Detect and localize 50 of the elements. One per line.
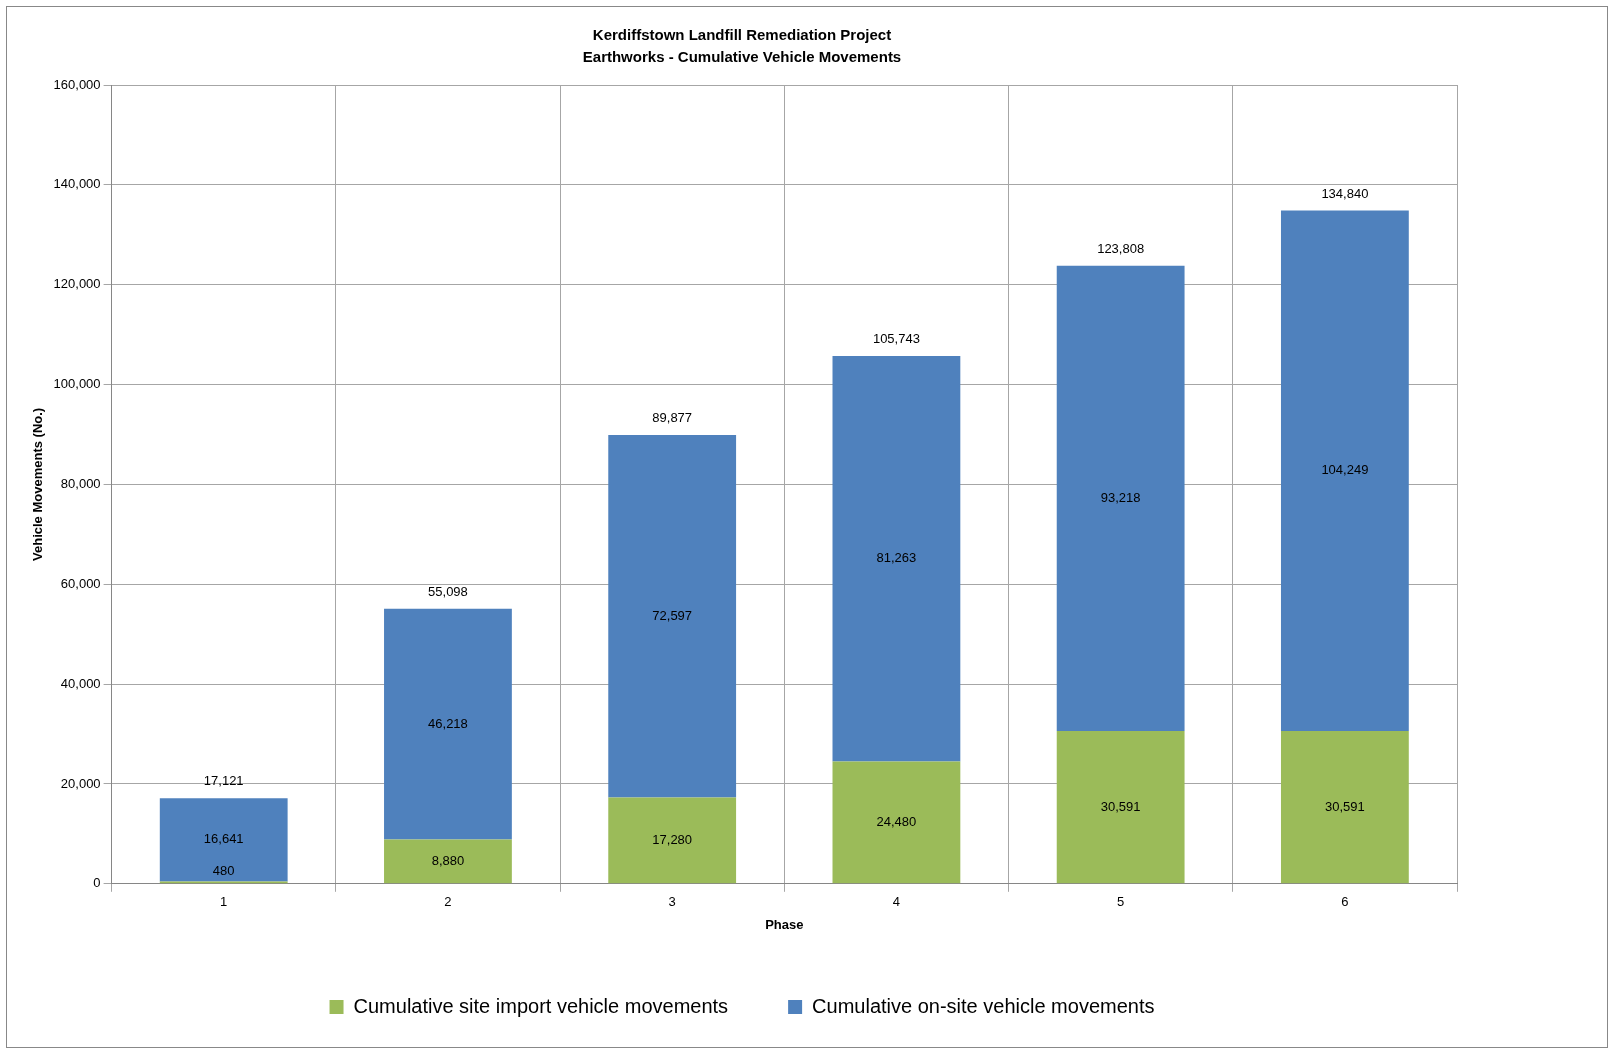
- bar: [159, 798, 288, 882]
- x-tick-label: 5: [1117, 894, 1125, 910]
- chart-subtitle: Earthworks - Cumulative Vehicle Movements: [582, 48, 902, 66]
- data-label: 24,480: [876, 814, 917, 830]
- data-label: 72,597: [652, 607, 693, 623]
- y-tick-label: 80,000: [60, 475, 101, 491]
- y-tick-label: 120,000: [53, 276, 101, 292]
- legend-label: Cumulative on-site vehicle movements: [812, 994, 1155, 1017]
- x-tick-label: 6: [1341, 894, 1349, 910]
- data-label: 46,218: [428, 715, 468, 731]
- total-label: 55,098: [428, 583, 468, 599]
- total-label: 134,840: [1321, 185, 1369, 201]
- chart-title: Kerdiffstown Landfill Remediation Project: [592, 26, 892, 44]
- y-axis-title: Vehicle Movements (No.): [30, 407, 46, 561]
- bar: [608, 797, 737, 884]
- data-label: 16,641: [203, 831, 244, 847]
- data-label: 8,880: [431, 852, 465, 868]
- legend-label: Cumulative site import vehicle movements: [353, 994, 729, 1017]
- bar: [1056, 265, 1185, 732]
- bar: [608, 435, 737, 798]
- bar: [832, 761, 961, 884]
- x-tick-label: 1: [220, 894, 228, 910]
- bar: [1280, 210, 1409, 732]
- bar: [1280, 731, 1409, 884]
- y-tick-label: 100,000: [53, 376, 101, 392]
- total-label: 89,877: [652, 410, 693, 426]
- x-tick-label: 2: [444, 894, 452, 910]
- data-label: 104,249: [1321, 462, 1369, 478]
- total-label: 17,121: [203, 773, 244, 789]
- y-tick-label: 60,000: [60, 575, 101, 591]
- y-tick-label: 160,000: [53, 76, 101, 92]
- y-tick-label: 140,000: [53, 176, 101, 192]
- data-label: 30,591: [1325, 798, 1365, 814]
- total-label: 123,808: [1097, 240, 1145, 256]
- data-label: 81,263: [876, 550, 917, 566]
- data-label: 93,218: [1100, 489, 1141, 505]
- y-tick-label: 40,000: [60, 675, 101, 691]
- total-label: 105,743: [872, 330, 920, 346]
- x-axis-title: Phase: [765, 916, 804, 932]
- x-tick-label: 4: [892, 894, 901, 910]
- data-label: 30,591: [1100, 798, 1141, 814]
- data-label: 17,280: [652, 831, 693, 847]
- x-tick-label: 3: [668, 894, 676, 910]
- y-tick-label: 0: [93, 875, 101, 891]
- bar: [1056, 731, 1185, 884]
- data-label: 480: [212, 862, 235, 878]
- bar: [832, 355, 961, 762]
- y-tick-label: 20,000: [60, 775, 101, 791]
- bar: [384, 608, 512, 840]
- bar: [384, 839, 512, 884]
